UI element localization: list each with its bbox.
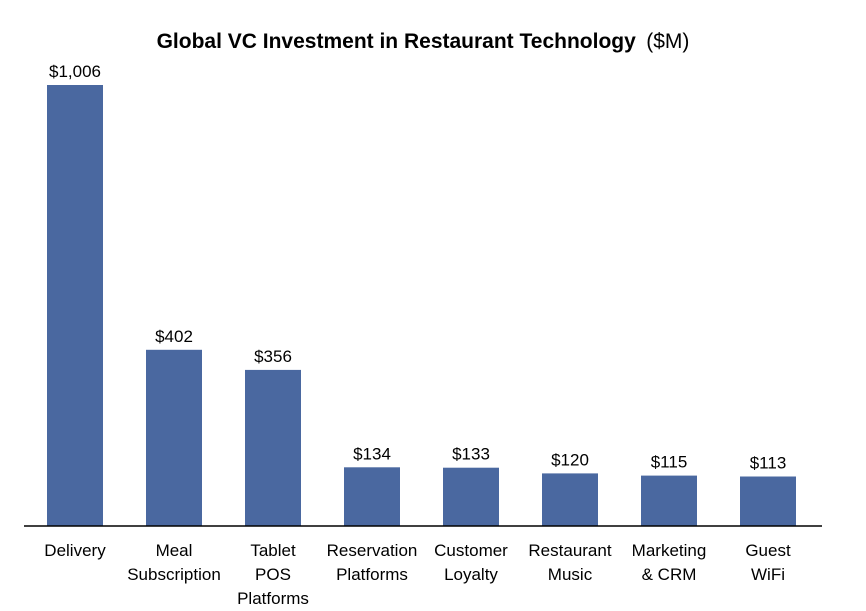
bar-7 — [740, 476, 796, 526]
category-label-7: Guest WiFi — [745, 541, 791, 584]
value-label-6: $115 — [651, 453, 688, 472]
category-label-5-line-1: Music — [548, 565, 593, 584]
bar-0 — [47, 85, 103, 526]
category-label-1-line-1: Subscription — [127, 565, 221, 584]
category-label-1-line-0: Meal — [156, 541, 193, 560]
category-label-6: Marketing & CRM — [632, 541, 707, 584]
category-label-0-line-0: Delivery — [44, 541, 106, 560]
chart-title-unit: ($M) — [646, 30, 689, 53]
value-labels-group: $1,006 $402 $356 $134 $133 $120 $115 $113 — [49, 62, 786, 473]
category-label-2: Tablet POS Platforms — [237, 541, 309, 608]
bar-4 — [443, 467, 499, 526]
category-label-5: Restaurant Music — [528, 541, 611, 584]
category-label-6-line-0: Marketing — [632, 541, 707, 560]
value-label-3: $134 — [353, 444, 391, 463]
category-label-7-line-1: WiFi — [751, 565, 785, 584]
category-label-5-line-0: Restaurant — [528, 541, 611, 560]
category-labels-group: Delivery Meal Subscription Tablet POS Platfor… — [44, 541, 791, 608]
value-label-4: $133 — [452, 445, 490, 464]
bar-6 — [641, 475, 697, 526]
bar-5 — [542, 473, 598, 526]
category-label-4-line-1: Loyalty — [444, 565, 498, 584]
value-label-2: $356 — [254, 347, 292, 366]
category-label-2-line-2: Platforms — [237, 589, 309, 608]
category-label-7-line-0: Guest — [745, 541, 791, 560]
chart-title-text: Global VC Investment in Restaurant Techn… — [157, 30, 637, 53]
category-label-2-line-1: POS — [255, 565, 291, 584]
bar-1 — [146, 349, 202, 526]
category-label-3: Reservation Platforms — [327, 541, 418, 584]
bar-3 — [344, 467, 400, 526]
category-label-1: Meal Subscription — [127, 541, 221, 584]
category-label-6-line-1: & CRM — [642, 565, 697, 584]
bars-group — [47, 85, 796, 526]
value-label-5: $120 — [551, 450, 589, 469]
category-label-4-line-0: Customer — [434, 541, 508, 560]
value-label-7: $113 — [750, 454, 787, 473]
category-label-2-line-0: Tablet — [250, 541, 296, 560]
category-label-4: Customer Loyalty — [434, 541, 508, 584]
bar-2 — [245, 369, 301, 526]
category-label-3-line-0: Reservation — [327, 541, 418, 560]
category-label-0: Delivery — [44, 541, 106, 560]
category-label-3-line-1: Platforms — [336, 565, 408, 584]
value-label-0: $1,006 — [49, 62, 101, 81]
chart-title: Global VC Investment in Restaurant Techn… — [157, 30, 690, 53]
value-label-1: $402 — [155, 327, 193, 346]
